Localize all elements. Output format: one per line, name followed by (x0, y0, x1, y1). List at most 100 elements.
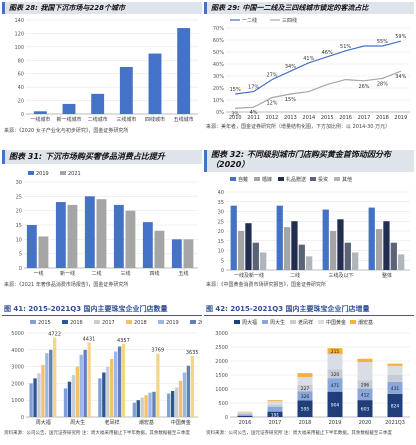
panel-title: 图 42: 2015-2021Q3 国内主要珠宝企业门店增量 (206, 305, 370, 313)
bar-segment (237, 415, 253, 417)
y-tick-label: 3000 (11, 365, 24, 371)
legend-label: 其他 (342, 176, 352, 183)
y-tick-label: 35 (218, 200, 224, 206)
legend-label: 一二线 (242, 17, 257, 24)
bar-segment (297, 391, 313, 401)
legend-label: 2016 (70, 320, 83, 326)
bar (148, 392, 152, 417)
x-tick-label: 四线城市 (145, 116, 165, 123)
bar-segment (327, 378, 343, 392)
legend-swatch (158, 320, 164, 324)
bar (383, 221, 390, 270)
y-tick-label: 4000 (11, 348, 24, 354)
bar (177, 28, 191, 114)
bar (144, 395, 148, 417)
legend-label: 老凤祥 (298, 319, 313, 326)
chart-city-count: 0 20 40 60 80 100 120 140 一线城市 新一线城市 二线城市 三线城市 四线城市 五… (14, 18, 198, 123)
data-label: 41% (303, 56, 314, 62)
y-tick-label: 40% (213, 62, 224, 68)
bar (33, 378, 37, 417)
bar (182, 372, 187, 417)
bar-segment (297, 400, 313, 417)
chart-store-count: 0 1000 2000 3000 4000 5000 周大福 周大生 老凤祥 潮宏基 中国黄金 472… (11, 320, 202, 426)
bar (102, 372, 106, 417)
bar (75, 366, 79, 417)
bar-segment (237, 412, 253, 414)
legend-label: 投资 (318, 176, 328, 183)
bar (67, 381, 72, 417)
x-tick-label: 2012 (266, 115, 279, 121)
data-label: 595 (301, 407, 310, 413)
bar (186, 365, 191, 417)
y-tick-label: 1000 (11, 398, 24, 404)
panel-title: 图表 29: 中国一二线及三四线城市锁定的客流占比 (211, 4, 369, 12)
bar (41, 364, 45, 417)
legend-swatch (310, 177, 316, 181)
legend-label: 婚嫁 (262, 176, 272, 183)
x-tick-label: 五线 (178, 270, 188, 277)
bar-segment (387, 365, 403, 375)
y-tick-label: 1500 (215, 373, 228, 379)
bar-segment (237, 411, 253, 413)
bar (398, 254, 405, 270)
bar (119, 67, 133, 114)
legend-swatch (28, 171, 34, 175)
y-tick-label: 3000 (215, 331, 228, 337)
x-tick-label: 2017 (269, 420, 282, 426)
bar-segment (357, 358, 373, 363)
x-tick-label: 二线 (290, 272, 300, 279)
legend-swatch (30, 320, 36, 324)
bar-segment (327, 369, 343, 379)
data-label: 4431 (83, 337, 96, 343)
panel-header: 图 41: 2015-2021Q3 国内主要珠宝企业门店数量 (2, 304, 202, 316)
x-tick-label: 2016 (239, 420, 252, 426)
bar (37, 373, 41, 417)
bar (67, 204, 78, 268)
bar (38, 236, 49, 268)
data-label: 431 (391, 386, 400, 392)
legend-swatch (254, 177, 260, 181)
legend-label: 自戴 (238, 176, 248, 183)
y-tick-label: 50% (213, 50, 224, 56)
bar (132, 402, 136, 417)
bar (87, 342, 91, 417)
panel-title: 图表 32: 不同级别城市门店购买黄金首饰动因分布（2020） (211, 150, 391, 169)
data-label: 824 (391, 403, 400, 409)
x-tick-label: 2016 (339, 115, 352, 121)
x-tick-label: 周大生 (70, 419, 85, 426)
bar (183, 239, 194, 268)
data-label: 34% (395, 74, 406, 80)
bar-segment (327, 354, 343, 370)
chart-luxury-share: 0 5 10 15 20 25 30 一线 新一线 二线 三线 四线 五线 2019 2021 (16, 171, 198, 277)
y-tick-label: 0 (21, 112, 24, 118)
panel-source: 来源：《2021 年奢侈品消费市场报告》，国金证券研究所 (4, 282, 129, 288)
x-tick-label: 老凤祥 (104, 419, 119, 426)
y-tick-label: 2000 (215, 359, 228, 365)
y-tick-label: 20 (218, 229, 224, 235)
bar (337, 219, 344, 270)
panel-source: 来源：《中国黄金消费市场研究报告》，国金证券研究所 (206, 282, 327, 288)
bar (344, 242, 351, 270)
panel-source: 资料来源：公司公告，国元证券研究所 注：周大福采用截止下半年数据，其余数据截至三… (206, 431, 392, 436)
x-tick-label: 2019 (329, 420, 342, 426)
data-label: 15% (230, 87, 241, 93)
legend-label: 2019 (166, 320, 179, 326)
bar (291, 221, 298, 270)
x-tick-label: 2010 (229, 115, 242, 121)
panel-customer-share: 图表 29: 中国一二线及三四线城市锁定的客流占比 0% 10% 20% 30% 40%… (204, 2, 414, 135)
legend-label: 周大生 (270, 319, 285, 326)
panel-gold-motive: 图表 32: 不同级别城市门店购买黄金首饰动因分布（2020） 0 5 10 15 20… (204, 150, 414, 290)
legend-swatch (278, 177, 284, 181)
bar-segment (267, 404, 283, 407)
bar (178, 380, 183, 417)
bar (174, 387, 179, 417)
bar (117, 346, 122, 417)
legend-label: 2017 (102, 320, 115, 326)
legend-label: 三四线 (282, 17, 297, 24)
legend-swatch (62, 320, 68, 324)
legend-label: 2021 (68, 171, 81, 177)
x-tick-label: 2019 (394, 115, 407, 121)
bar (140, 397, 144, 417)
legend-swatch (230, 177, 236, 181)
legend-label: 潮宏基 (358, 319, 373, 326)
